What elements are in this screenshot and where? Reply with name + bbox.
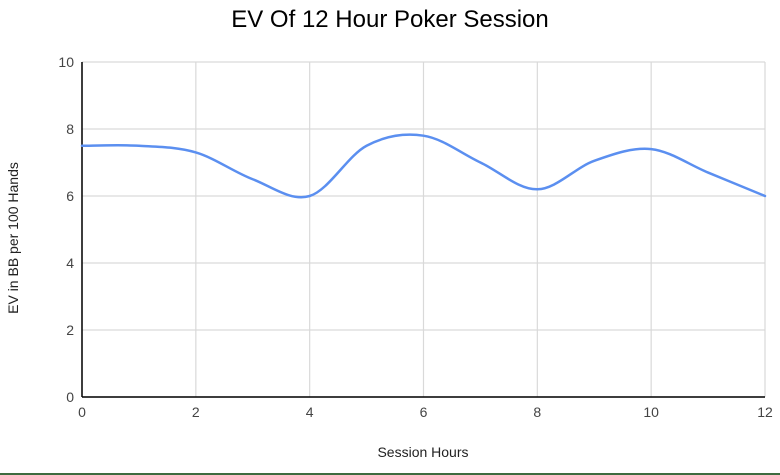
x-tick-label: 2: [192, 404, 200, 420]
x-axis-label: Session Hours: [377, 444, 468, 460]
bottom-border: [0, 473, 780, 475]
y-tick-label: 2: [66, 322, 74, 338]
x-tick-labels: 0 2 4 6 8 10 12: [78, 404, 773, 420]
y-tick-label: 6: [66, 188, 74, 204]
y-tick-labels: 0 2 4 6 8 10: [58, 54, 74, 405]
x-tick-label: 8: [533, 404, 541, 420]
chart-title: EV Of 12 Hour Poker Session: [231, 6, 549, 33]
y-axis-label: EV in BB per 100 Hands: [5, 162, 21, 314]
y-tick-label: 4: [66, 255, 74, 271]
x-tick-label: 10: [643, 404, 659, 420]
y-tick-label: 0: [66, 389, 74, 405]
y-tick-label: 10: [58, 54, 74, 70]
y-tick-label: 8: [66, 121, 74, 137]
ev-series-line: [80, 133, 767, 199]
x-tick-label: 12: [757, 404, 773, 420]
x-tick-label: 4: [306, 404, 314, 420]
x-tick-label: 0: [78, 404, 86, 420]
x-tick-label: 6: [420, 404, 428, 420]
gridlines: [81, 61, 766, 398]
